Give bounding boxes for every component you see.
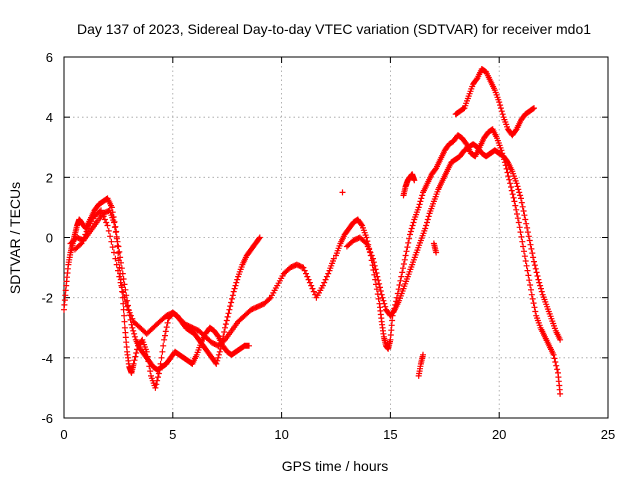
series-markers bbox=[343, 141, 564, 343]
series-5 bbox=[343, 141, 564, 343]
series-markers bbox=[400, 171, 418, 199]
x-tick-label: 10 bbox=[274, 427, 288, 442]
series-markers bbox=[333, 126, 564, 397]
series-markers bbox=[452, 66, 537, 139]
series-markers bbox=[71, 207, 337, 349]
series-markers bbox=[67, 207, 252, 373]
data-points bbox=[61, 66, 564, 397]
series-markers bbox=[61, 195, 263, 391]
series-1 bbox=[61, 195, 263, 391]
y-tick-label: 2 bbox=[46, 170, 53, 185]
x-tick-label: 5 bbox=[169, 427, 176, 442]
y-tick-label: 6 bbox=[46, 50, 53, 65]
y-tick-label: -4 bbox=[41, 351, 53, 366]
series-markers bbox=[339, 189, 440, 379]
x-tick-labels: 0 5 10 15 20 25 bbox=[60, 427, 615, 442]
series-8 bbox=[339, 189, 440, 379]
series-6 bbox=[452, 66, 537, 139]
grid-lines bbox=[64, 57, 608, 418]
x-tick-label: 15 bbox=[383, 427, 397, 442]
series-4 bbox=[333, 126, 564, 397]
series-3 bbox=[71, 207, 337, 349]
series-7 bbox=[400, 171, 418, 199]
series-2 bbox=[67, 207, 252, 373]
x-tick-label: 20 bbox=[492, 427, 506, 442]
y-tick-label: -2 bbox=[41, 291, 53, 306]
y-tick-label: 0 bbox=[46, 231, 53, 246]
y-tick-label: -6 bbox=[41, 411, 53, 426]
x-tick-label: 0 bbox=[60, 427, 67, 442]
axis-ticks bbox=[63, 56, 609, 419]
x-axis-label: GPS time / hours bbox=[282, 458, 389, 474]
y-tick-label: 4 bbox=[46, 110, 53, 125]
y-tick-labels: -6 -4 -2 0 2 4 6 bbox=[41, 50, 53, 426]
y-axis-label: SDTVAR / TECUs bbox=[7, 182, 23, 294]
chart-title: Day 137 of 2023, Sidereal Day-to-day VTE… bbox=[77, 21, 591, 37]
x-tick-label: 25 bbox=[601, 427, 615, 442]
